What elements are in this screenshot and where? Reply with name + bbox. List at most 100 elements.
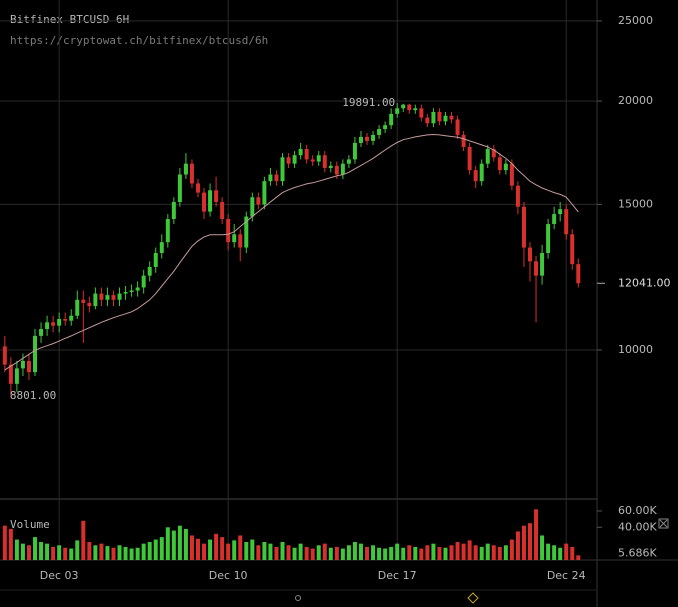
volume-bar xyxy=(262,542,267,560)
volume-bar xyxy=(214,533,219,560)
volume-bar xyxy=(407,545,412,560)
volume-bar xyxy=(340,548,345,560)
volume-bar xyxy=(328,547,333,560)
candle-body xyxy=(316,155,321,162)
volume-bar xyxy=(159,537,164,560)
nav-marker[interactable] xyxy=(295,595,301,601)
volume-bar xyxy=(20,543,25,560)
volume-bar xyxy=(455,542,460,560)
candle-body xyxy=(57,319,62,326)
x-tick-label: Dec 24 xyxy=(547,569,586,582)
price-label: 12041.00 xyxy=(618,276,671,289)
volume-bar xyxy=(310,548,315,560)
candle-body xyxy=(189,163,194,184)
volume-bar xyxy=(401,547,406,560)
volume-bar xyxy=(8,528,13,560)
volume-bar xyxy=(383,548,388,560)
close-icon[interactable] xyxy=(659,519,668,528)
volume-bar xyxy=(183,528,188,560)
volume-bar xyxy=(153,539,158,560)
candle-body xyxy=(87,302,92,307)
volume-bar xyxy=(346,545,351,560)
candle-body xyxy=(395,108,400,114)
x-tick-label: Dec 03 xyxy=(40,569,79,582)
candle-body xyxy=(515,185,520,207)
volume-bar xyxy=(443,547,448,560)
candle-body xyxy=(8,364,13,384)
candle-body xyxy=(455,119,460,135)
volume-bar xyxy=(238,535,243,560)
volume-bar xyxy=(570,546,575,560)
volume-bar xyxy=(280,542,285,560)
candle-body xyxy=(232,234,237,243)
volume-bar xyxy=(298,543,303,560)
volume-bar xyxy=(497,546,502,560)
candle-body xyxy=(443,115,448,122)
candle-body xyxy=(322,155,327,168)
candle-body xyxy=(540,252,545,276)
candle-body xyxy=(461,134,466,147)
volume-bar xyxy=(26,545,31,560)
candle-body xyxy=(340,163,345,175)
chart-subtitle: https://cryptowat.ch/bitfinex/btcusd/6h xyxy=(10,34,268,47)
price-label: 19891.00 xyxy=(342,96,395,109)
volume-bar xyxy=(503,545,508,560)
volume-bar xyxy=(14,539,19,560)
candle-body xyxy=(479,163,484,182)
candle-body xyxy=(244,216,249,248)
candle-body xyxy=(383,125,388,130)
candle-body xyxy=(63,319,68,321)
volume-bar xyxy=(51,546,56,560)
volume-bar xyxy=(93,545,98,560)
volume-bar xyxy=(334,546,339,560)
volume-bar xyxy=(2,525,7,560)
candle-body xyxy=(135,287,140,291)
volume-bar xyxy=(171,530,176,560)
volume-bar xyxy=(226,543,231,560)
candle-body xyxy=(503,163,508,171)
candle-body xyxy=(413,108,418,111)
candle-body xyxy=(576,264,581,284)
candle-body xyxy=(117,293,122,300)
y-tick-label: 20000 xyxy=(618,94,653,107)
nav-marker[interactable] xyxy=(467,592,479,604)
volume-bar xyxy=(250,539,255,560)
candle-body xyxy=(208,190,213,212)
candle-body xyxy=(564,209,569,235)
y-tick-label: 40.00K xyxy=(618,520,657,533)
candle-body xyxy=(425,117,430,124)
candle-body xyxy=(521,206,526,248)
candle-body xyxy=(153,252,158,267)
x-tick-label: Dec 17 xyxy=(378,569,417,582)
volume-bar xyxy=(485,543,490,560)
volume-bar xyxy=(304,546,309,560)
candle-body xyxy=(81,299,86,303)
candle-body xyxy=(528,247,532,262)
volume-bar xyxy=(534,509,539,560)
volume-bar xyxy=(141,543,146,560)
volume-bar xyxy=(365,546,370,560)
volume-bar xyxy=(208,539,213,560)
candle-body xyxy=(111,295,116,300)
candle-body xyxy=(183,163,188,175)
candle-body xyxy=(485,149,490,164)
candle-body xyxy=(546,224,551,253)
volume-bar xyxy=(419,548,424,560)
candle-body xyxy=(274,174,279,182)
volume-bar xyxy=(286,545,291,560)
candle-body xyxy=(389,113,394,126)
volume-bar xyxy=(358,543,363,560)
close-icon[interactable] xyxy=(658,518,669,529)
candle-body xyxy=(202,192,207,212)
y-tick-label: 25000 xyxy=(618,14,653,27)
candle-body xyxy=(147,266,152,276)
volume-bar xyxy=(196,538,200,560)
candle-body xyxy=(26,360,31,373)
volume-bar xyxy=(431,543,436,560)
volume-bar xyxy=(509,539,514,560)
candle-body xyxy=(93,293,98,307)
candle-body xyxy=(298,149,303,156)
volume-last-label: 5.686K xyxy=(618,546,657,559)
volume-bar xyxy=(552,545,557,560)
